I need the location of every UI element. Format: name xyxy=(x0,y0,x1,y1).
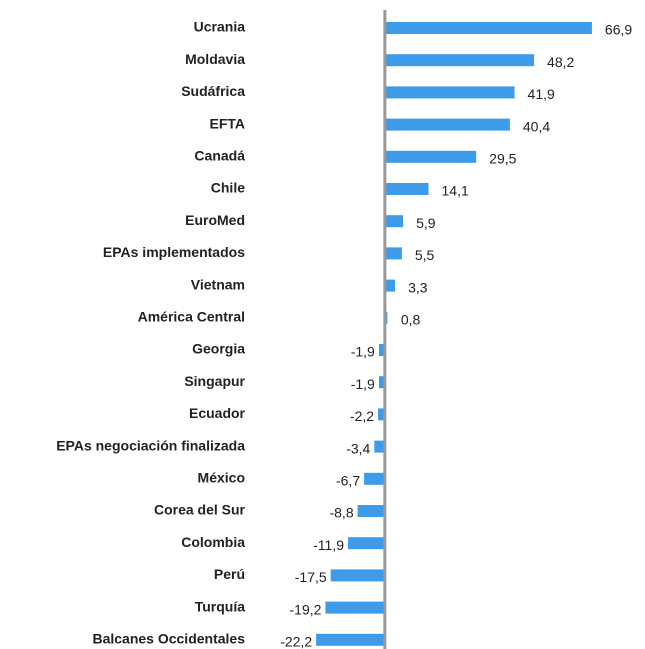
data-label: -3,4 xyxy=(346,440,370,456)
data-label: -22,2 xyxy=(280,634,312,649)
data-label: -17,5 xyxy=(295,569,327,585)
category-label: Balcanes Occidentales xyxy=(92,631,245,647)
bar xyxy=(357,505,385,517)
category-label: México xyxy=(198,470,245,486)
data-label: -2,2 xyxy=(350,408,374,424)
category-label: Sudáfrica xyxy=(181,83,245,99)
bar xyxy=(348,537,385,550)
bar xyxy=(384,247,402,260)
category-label: Vietnam xyxy=(191,276,245,292)
data-label: 3,3 xyxy=(408,279,428,295)
category-label: Perú xyxy=(214,566,245,582)
data-label: 5,9 xyxy=(416,215,436,231)
category-label: EPAs implementados xyxy=(103,244,245,260)
category-label: Turquía xyxy=(195,598,246,614)
bar xyxy=(316,633,385,646)
data-label: 5,5 xyxy=(415,247,435,263)
data-label: -11,9 xyxy=(313,537,344,553)
data-label: 48,2 xyxy=(547,54,574,70)
bar xyxy=(325,601,385,614)
category-label: EPAs negociación finalizada xyxy=(56,437,245,453)
data-label: 14,1 xyxy=(442,183,469,199)
data-label: 40,4 xyxy=(523,118,550,134)
category-label: Chile xyxy=(211,180,245,196)
bar xyxy=(384,86,515,99)
data-label: -6,7 xyxy=(336,473,360,489)
category-label: Colombia xyxy=(181,534,245,550)
category-label: Georgia xyxy=(192,341,245,357)
bar xyxy=(330,569,385,582)
data-label: 29,5 xyxy=(489,151,516,167)
bar xyxy=(374,440,385,453)
data-label: -8,8 xyxy=(329,505,353,521)
data-label: 66,9 xyxy=(605,22,632,38)
category-label: Singapur xyxy=(184,373,245,389)
bar xyxy=(384,118,510,131)
bar xyxy=(384,54,535,67)
data-label: -1,9 xyxy=(351,376,375,392)
category-label: Ecuador xyxy=(189,405,246,421)
bar xyxy=(378,344,385,356)
bar xyxy=(384,150,477,163)
bar xyxy=(384,22,592,34)
bar xyxy=(378,408,385,421)
data-label: -19,2 xyxy=(290,601,322,617)
category-label: Moldavia xyxy=(185,51,245,67)
category-label: América Central xyxy=(138,309,245,325)
category-label: EFTA xyxy=(209,115,245,131)
bar xyxy=(384,279,396,292)
data-label: -1,9 xyxy=(351,344,375,360)
bar xyxy=(384,183,429,195)
bar xyxy=(378,376,385,389)
bar xyxy=(384,215,404,228)
category-label: Canadá xyxy=(194,148,245,164)
data-label: 41,9 xyxy=(528,86,555,102)
data-label: 0,8 xyxy=(401,312,421,328)
bar xyxy=(364,472,385,485)
category-label: EuroMed xyxy=(185,212,245,228)
category-label: Ucrania xyxy=(194,19,246,35)
category-label: Corea del Sur xyxy=(154,502,246,518)
